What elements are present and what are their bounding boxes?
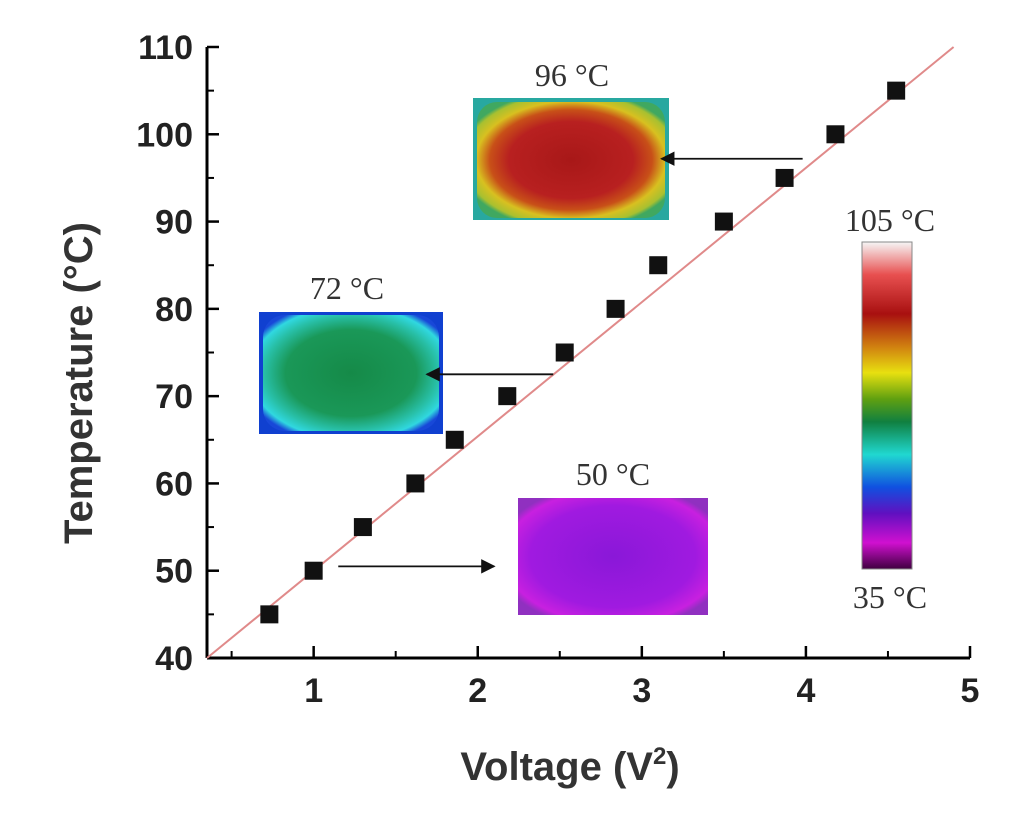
data-points: [260, 81, 906, 624]
y-tick-label: 80: [155, 291, 193, 329]
colorbar-min-label: 35 °C: [853, 579, 927, 615]
x-tick-label: 4: [796, 672, 815, 710]
data-point: [260, 605, 279, 624]
y-tick-label: 100: [136, 116, 193, 154]
thermal-image-96: 96 °C: [473, 57, 669, 220]
thermal-image-50: 50 °C: [518, 456, 708, 615]
x-tick-label: 5: [961, 672, 980, 710]
x-axis-title-sup: 2: [653, 743, 666, 770]
label-50: 50 °C: [576, 456, 650, 492]
x-axis-title: Voltage (V2): [460, 743, 679, 789]
data-point: [498, 387, 517, 406]
data-point: [406, 474, 425, 493]
y-tick-label: 50: [155, 553, 193, 591]
x-axis-title-main: Voltage (V: [460, 745, 653, 789]
x-tick-label: 3: [632, 672, 651, 710]
x-tick-label: 1: [304, 672, 323, 710]
label-72: 72 °C: [310, 270, 384, 306]
y-tick-label: 110: [138, 29, 193, 67]
y-tick-label: 90: [155, 204, 193, 242]
y-tick-label: 60: [155, 465, 193, 503]
thermal-image-72: 72 °C: [259, 270, 443, 434]
colorbar: 105 °C 35 °C: [845, 202, 935, 615]
data-point: [445, 430, 464, 449]
y-axis: 40 50 60 70 80 90 100 110: [136, 29, 219, 678]
y-tick-label: 70: [155, 378, 193, 416]
data-point: [353, 518, 372, 537]
label-96: 96 °C: [535, 57, 609, 93]
data-point: [304, 561, 323, 580]
data-point: [887, 81, 906, 100]
fit-line: [206, 46, 955, 659]
data-point: [775, 168, 794, 187]
y-tick-label: 40: [155, 640, 193, 678]
y-axis-title: Temperature (°C): [57, 222, 101, 544]
data-point: [714, 212, 733, 231]
x-axis: 1 2 3 4 5: [230, 646, 980, 710]
colorbar-max-label: 105 °C: [845, 202, 935, 238]
data-point: [555, 343, 574, 362]
x-axis-title-close: ): [666, 745, 679, 789]
data-point: [649, 256, 668, 275]
data-point: [826, 125, 845, 144]
x-tick-label: 2: [468, 672, 487, 710]
annotation-arrows: [338, 151, 803, 574]
data-point: [606, 299, 625, 318]
